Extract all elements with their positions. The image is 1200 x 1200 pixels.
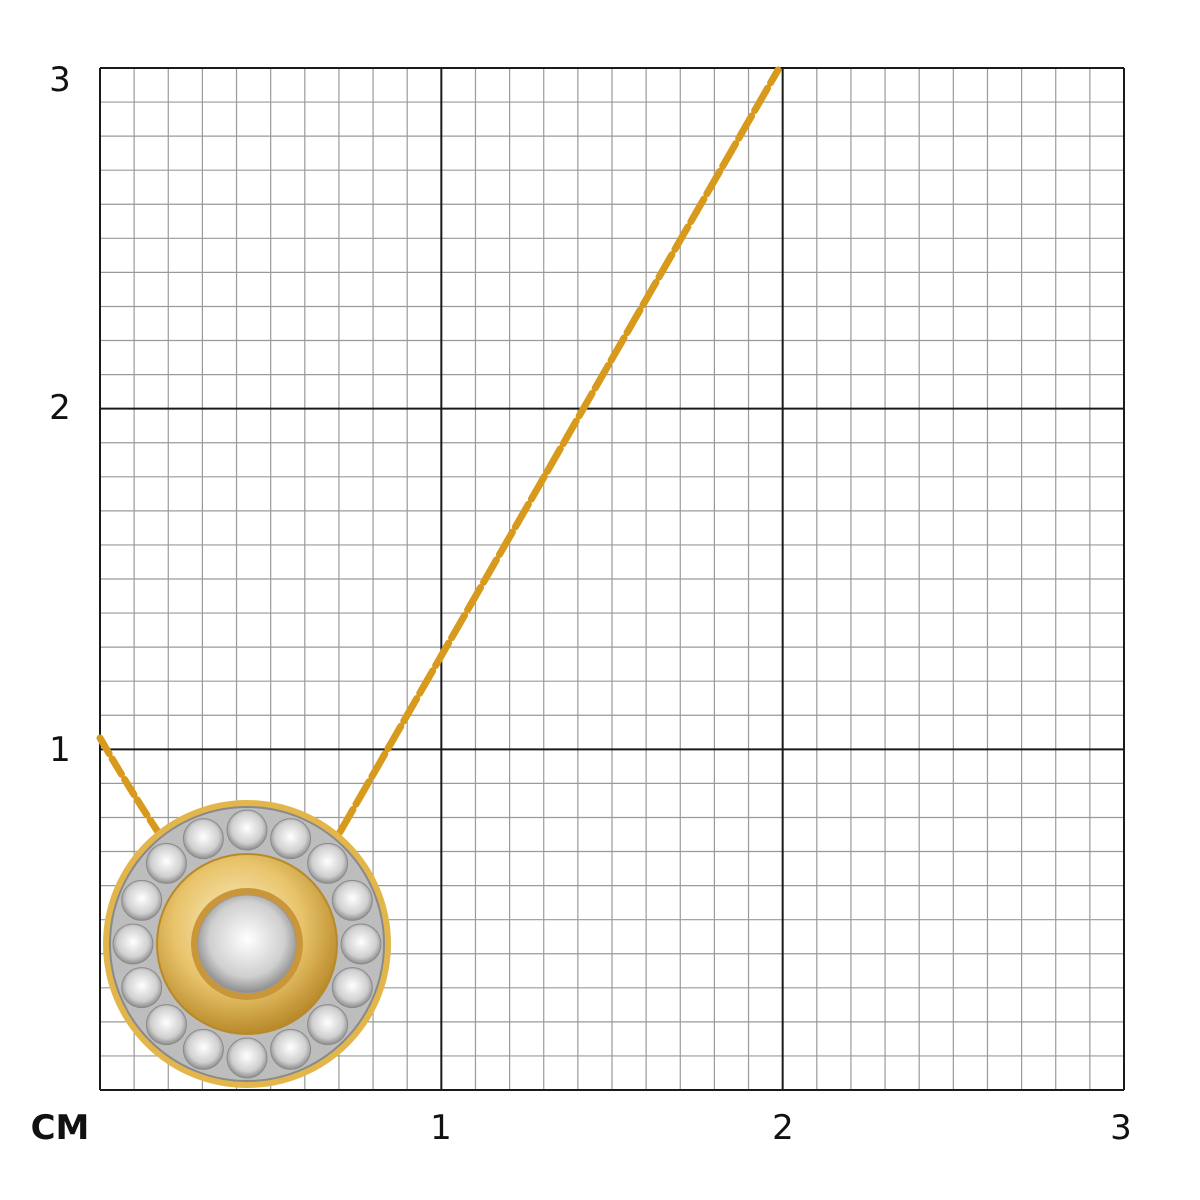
x-tick-2: 2: [772, 1108, 794, 1148]
halo-diamond: [182, 1028, 224, 1070]
halo-diamond: [145, 1004, 187, 1046]
halo-diamond: [226, 1037, 268, 1079]
halo-diamond: [145, 842, 187, 884]
chain-left: [96, 734, 166, 842]
x-tick-1: 1: [430, 1108, 452, 1148]
unit-label: СМ: [30, 1108, 90, 1148]
halo-stones: [112, 809, 382, 1079]
chain-right: [336, 66, 782, 836]
halo-diamond: [121, 967, 163, 1009]
major-gridlines: [99, 67, 1125, 1091]
halo-diamond: [112, 923, 154, 965]
y-tick-1: 1: [49, 730, 71, 770]
center-diamond: [197, 894, 297, 994]
halo-diamond: [270, 1028, 312, 1070]
halo-diamond: [331, 967, 373, 1009]
halo-diamond: [331, 879, 373, 921]
halo-diamond: [121, 879, 163, 921]
necklace-product-image: [96, 66, 782, 1088]
halo-diamond: [340, 923, 382, 965]
halo-diamond: [182, 818, 224, 860]
x-tick-3: 3: [1110, 1108, 1132, 1148]
pendant: [103, 800, 391, 1088]
y-tick-2: 2: [49, 388, 71, 428]
y-tick-3: 3: [49, 60, 71, 100]
halo-diamond: [270, 818, 312, 860]
halo-diamond: [226, 809, 268, 851]
halo-diamond: [307, 1004, 349, 1046]
halo-diamond: [307, 842, 349, 884]
